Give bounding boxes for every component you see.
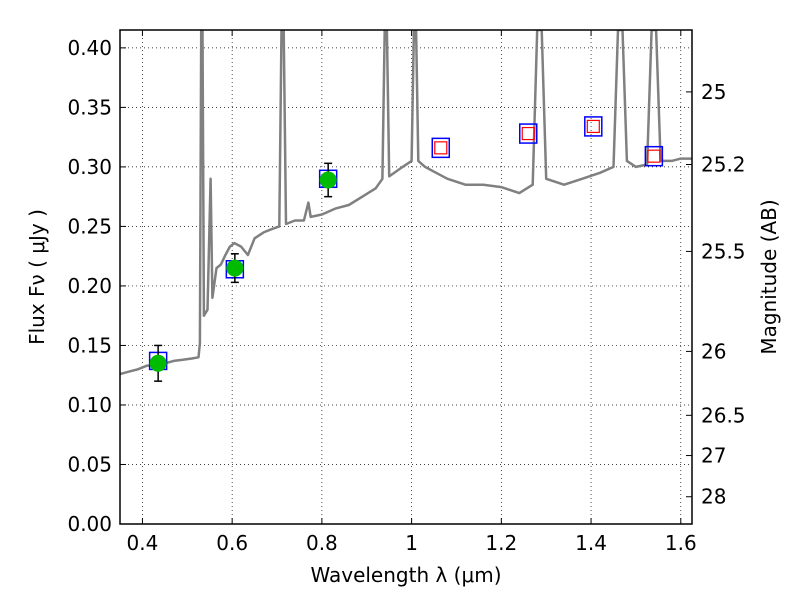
- grid: [120, 30, 692, 525]
- x-tick-label: 0.8: [306, 531, 338, 555]
- predicted-flux-outer-square: [644, 145, 664, 167]
- y-tick-label: 0.15: [67, 333, 112, 357]
- predicted-flux-marker: [521, 126, 535, 141]
- y-tick-label: 0.20: [67, 274, 112, 298]
- x-tick-label: 1.6: [665, 531, 697, 555]
- x-tick-label: 1.2: [485, 531, 517, 555]
- predicted-flux-outer-square: [431, 137, 451, 159]
- y-tick-label: 0.05: [67, 452, 112, 476]
- plot-series: [120, 30, 692, 382]
- y2-tick-label: 25.5: [701, 239, 746, 263]
- y-axis-title: Flux Fν ( μJy ): [25, 209, 49, 345]
- y2-tick-label: 26: [701, 339, 726, 363]
- y2-tick-label: 27: [701, 444, 726, 468]
- y2-tick-label: 25.2: [701, 153, 746, 177]
- y-tick-label: 0.00: [67, 512, 112, 536]
- y-tick-label: 0.40: [67, 36, 112, 60]
- y2-tick-label: 26.5: [701, 403, 746, 427]
- y-tick-label: 0.10: [67, 393, 112, 417]
- y-tick-label: 0.25: [67, 214, 112, 238]
- y2-tick-label: 25: [701, 80, 726, 104]
- observed-flux-point: [149, 354, 167, 372]
- axes: 0.4 0.6 0.8 1 1.2 1.4 1.6 0.00 0.05 0.10 0.15 0.20 0…: [67, 30, 746, 555]
- x-axis-title: Wavelength λ (μm): [310, 563, 501, 587]
- x-tick-label: 0.4: [127, 531, 159, 555]
- x-tick-label: 1.4: [575, 531, 607, 555]
- y-tick-label: 0.35: [67, 95, 112, 119]
- y2-tick-label: 28: [701, 485, 726, 509]
- predicted-flux-marker: [647, 149, 661, 163]
- predicted-flux-marker: [586, 119, 600, 134]
- x-tick-label: 0.6: [216, 531, 248, 555]
- y-tick-label: 0.30: [67, 155, 112, 179]
- plot-frame: [119, 29, 693, 525]
- predicted-flux-outer-square: [584, 116, 603, 137]
- x-tick-label: 1: [405, 531, 418, 555]
- model-sed-line: [120, 30, 692, 376]
- observed-flux-point: [226, 259, 244, 277]
- predicted-flux-marker: [434, 141, 448, 155]
- y2-axis-title: Magnitude (AB): [757, 199, 781, 354]
- predicted-flux-outer-square: [519, 123, 538, 144]
- observed-flux-point: [319, 171, 337, 189]
